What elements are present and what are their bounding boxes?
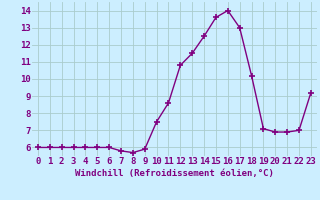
X-axis label: Windchill (Refroidissement éolien,°C): Windchill (Refroidissement éolien,°C) [75, 169, 274, 178]
